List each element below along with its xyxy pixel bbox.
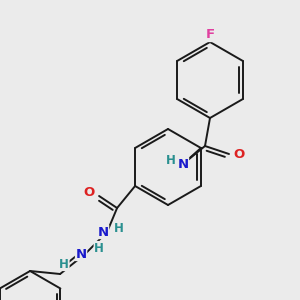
Text: N: N xyxy=(76,248,87,260)
Text: N: N xyxy=(177,158,189,170)
Text: H: H xyxy=(59,257,69,271)
Text: N: N xyxy=(98,226,109,238)
Text: H: H xyxy=(166,154,176,166)
Text: H: H xyxy=(114,221,124,235)
Text: O: O xyxy=(83,185,95,199)
Text: H: H xyxy=(94,242,104,254)
Text: O: O xyxy=(233,148,244,160)
Text: F: F xyxy=(206,28,214,41)
